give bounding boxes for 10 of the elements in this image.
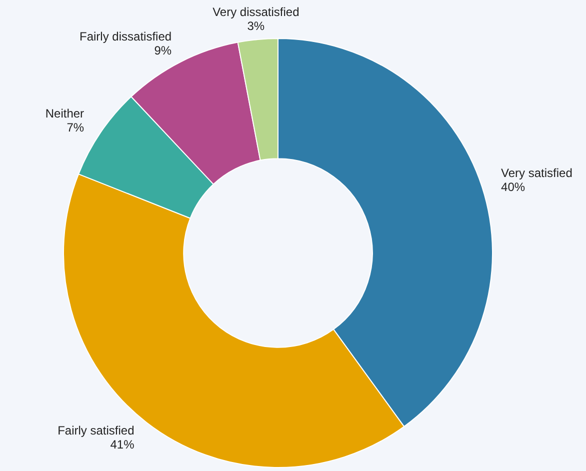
data-label: 40% xyxy=(501,180,526,194)
slice-label: Very dissatisfied xyxy=(212,4,300,19)
slice-label: Very satisfied xyxy=(501,166,572,180)
slice-label: Neither xyxy=(45,106,84,121)
data-label: 7% xyxy=(66,120,84,135)
data-label: 41% xyxy=(110,438,135,452)
data-label: 3% xyxy=(247,18,265,33)
slice-label: Fairly satisfied xyxy=(58,424,134,438)
data-label: 9% xyxy=(154,43,172,58)
slice-label: Fairly dissatisfied xyxy=(80,29,172,44)
